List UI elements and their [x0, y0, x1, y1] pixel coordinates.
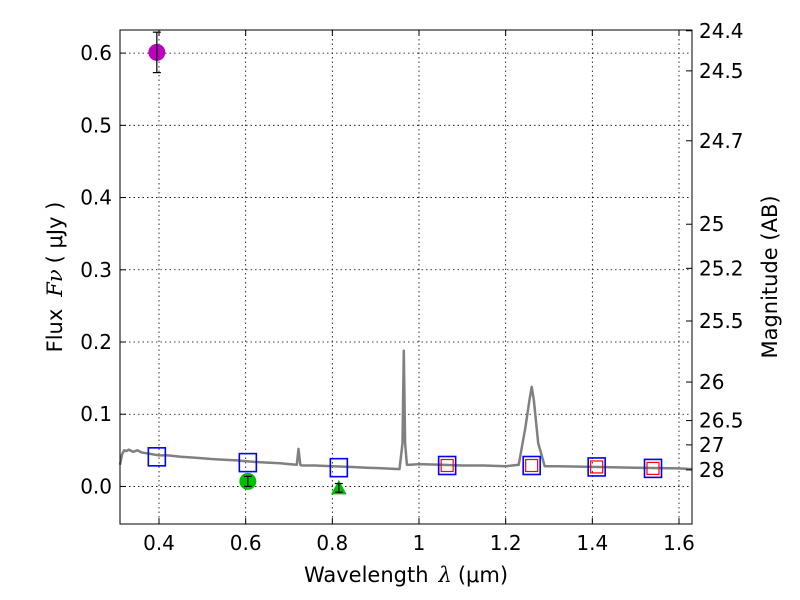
x-tick-label: 1.6: [663, 531, 695, 555]
mag-tick-label: 26.5: [699, 409, 744, 433]
mag-tick-label: 26: [699, 370, 724, 394]
x-tick-label: 1.4: [576, 531, 608, 555]
model-photometry-square: [587, 457, 606, 477]
grid-lines: [120, 30, 692, 524]
mag-tick-label: 25: [699, 212, 724, 236]
y-tick-label: 0.4: [80, 186, 112, 210]
nir-photometry-square: [646, 461, 660, 475]
model-spectrum-series: [118, 349, 693, 471]
x-tick-label: 0.6: [230, 531, 262, 555]
x-axis-label: Wavelength λ (μm): [304, 563, 508, 587]
photometry-markers: [147, 31, 663, 495]
mag-tick-label: 25.5: [699, 309, 744, 333]
y2-axis-label: Magnitude (AB): [758, 195, 782, 358]
model-spectrum-line: [118, 349, 693, 471]
mag-tick-label: 24.7: [699, 129, 744, 153]
x-tick-label: 0.8: [316, 531, 348, 555]
mag-tick-label: 24.5: [699, 59, 744, 83]
x-tick-label: 1: [413, 531, 426, 555]
y-tick-label: 0.0: [80, 474, 112, 498]
model-photometry-square: [522, 455, 541, 476]
model-photometry-square: [437, 455, 457, 476]
nir-photometry-square: [525, 458, 539, 473]
mag-tick-label: 28: [699, 458, 724, 482]
y-tick-label: 0.6: [80, 41, 112, 65]
plot-frame: [119, 29, 693, 525]
nir-photometry-square: [590, 460, 604, 474]
y-tick-label: 0.2: [80, 330, 112, 354]
y-tick-label: 0.1: [80, 402, 112, 426]
mag-tick-label: 25.2: [699, 256, 744, 280]
y-axis-label: FluxFν( μJy ): [43, 202, 67, 353]
model-photometry-square: [643, 458, 663, 479]
model-photometry-square: [329, 457, 349, 478]
axis-ticks: 0.4 0.6 0.8 1 1.2 1.4 1.6 0.0 0.1 0.2 0.3 0.4 0.5 0.6…: [80, 19, 743, 555]
y-tick-label: 0.5: [80, 113, 112, 137]
x-tick-label: 0.4: [143, 531, 175, 555]
mag-tick-label: 24.4: [699, 19, 744, 43]
model-photometry-square: [238, 452, 258, 473]
mag-tick-label: 27: [699, 433, 724, 457]
model-photometry-square: [147, 447, 167, 467]
x-tick-label: 1.2: [490, 531, 522, 555]
y-tick-label: 0.3: [80, 258, 112, 282]
nir-photometry-square: [440, 458, 454, 473]
